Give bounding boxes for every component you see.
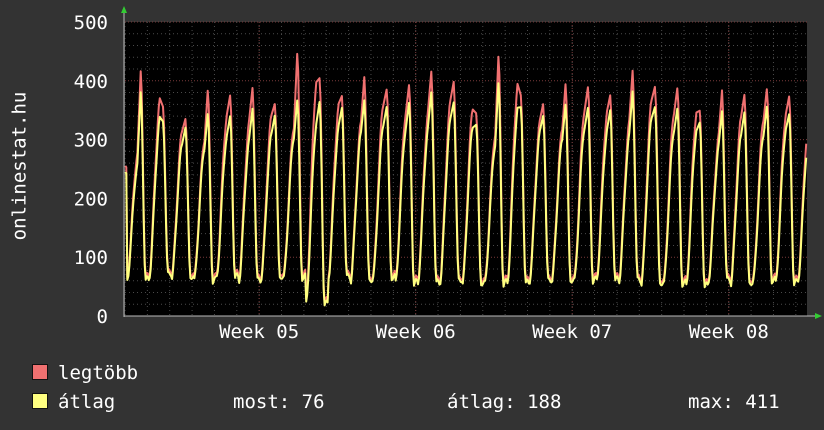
stat-now-value: 76 [301, 391, 325, 413]
stat-avg-label: átlag: [447, 391, 516, 413]
x-tick-label: Week 06 [376, 321, 456, 343]
y-axis-label: onlinestat.hu [9, 92, 31, 241]
stat-avg: átlag: 188 [447, 390, 561, 414]
y-tick-label: 300 [74, 130, 108, 152]
y-tick-label: 100 [74, 247, 108, 269]
y-tick-label: 500 [74, 12, 108, 34]
legend-swatch-max [32, 364, 48, 380]
legend-swatch-avg [32, 393, 48, 409]
stat-now-label: most: [233, 391, 291, 413]
y-tick-label: 200 [74, 188, 108, 210]
y-axis-arrow-icon [121, 6, 127, 13]
y-tick-label: 400 [74, 71, 108, 93]
legend-label-max: legtöbb [58, 362, 139, 384]
x-tick-label: Week 08 [689, 321, 769, 343]
stat-max-value: 411 [745, 391, 780, 413]
x-axis-arrow-icon [815, 313, 822, 319]
legend-label-avg: átlag [58, 391, 116, 413]
legend-item-max: legtöbb [32, 361, 138, 385]
stat-now: most: 76 [233, 390, 325, 414]
legend-item-avg: átlag [32, 390, 115, 414]
stat-avg-value: 188 [527, 391, 562, 413]
stat-max-label: max: [688, 391, 734, 413]
tick-labels: 0 100 200 300 400 500 Week 05 Week 06 Week 07 Wee… [74, 12, 769, 343]
x-tick-label: Week 07 [532, 321, 612, 343]
y-tick-label: 0 [97, 306, 108, 328]
series-lines [124, 52, 808, 307]
stat-max: max: 411 [688, 390, 780, 414]
x-tick-label: Week 05 [219, 321, 299, 343]
series-line-avg [124, 82, 808, 307]
axes [121, 6, 822, 319]
